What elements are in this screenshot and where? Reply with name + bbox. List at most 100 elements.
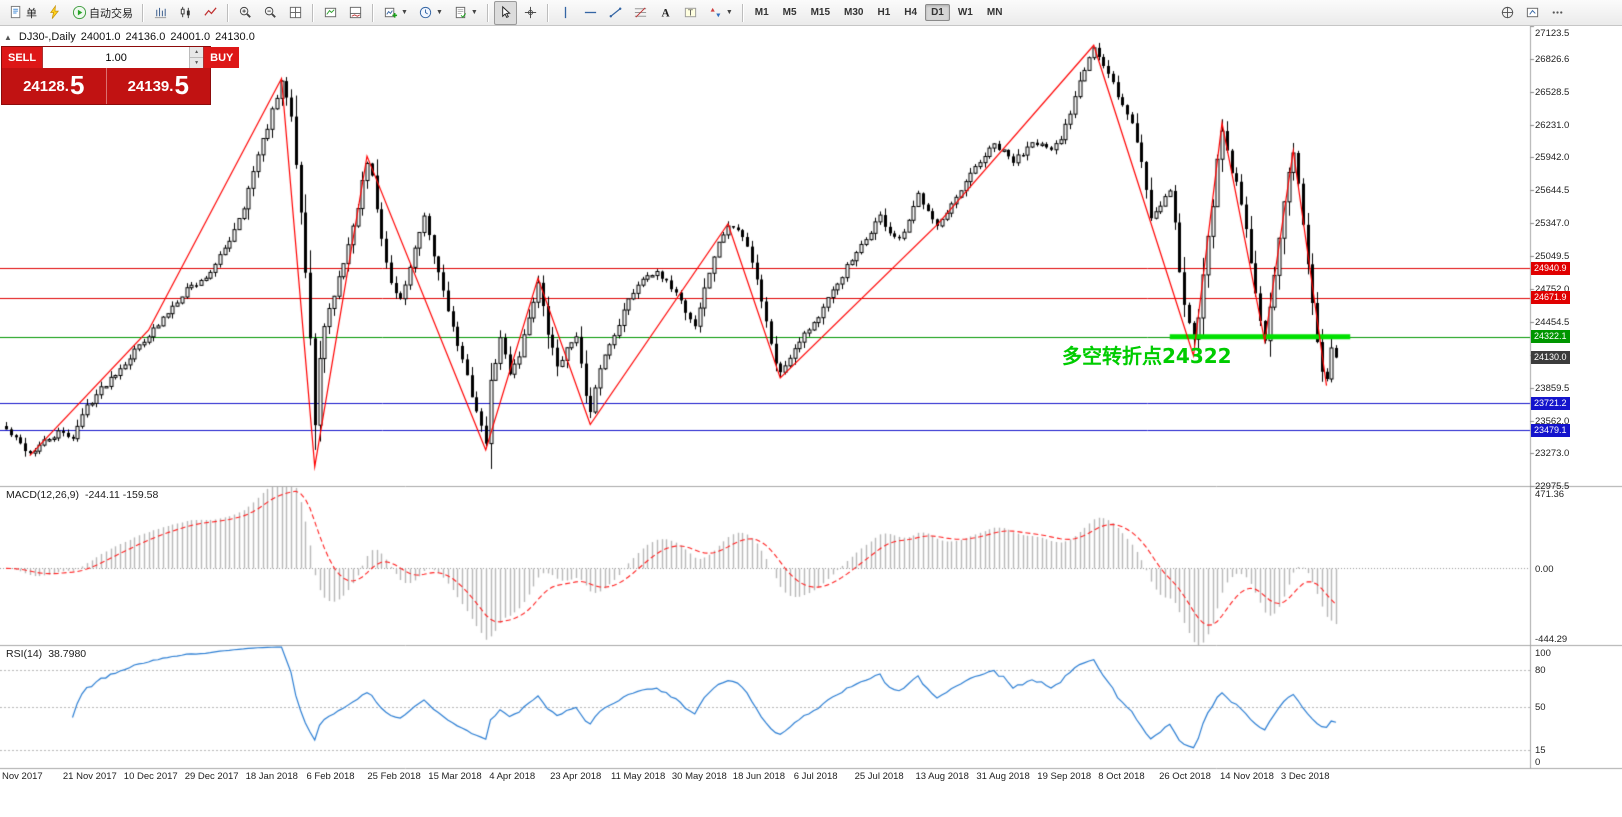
trendline-button[interactable] [604,1,627,25]
rsi-indicator-label: RSI(14) 38.7980 [6,648,86,660]
more-tools-button[interactable] [1546,1,1569,25]
horizontal-line-button[interactable] [579,1,602,25]
date-axis-label: 25 Feb 2018 [367,771,421,782]
toolbar-separator [372,3,374,22]
date-axis-label: Nov 2017 [2,771,43,782]
buy-price[interactable]: 24139. 5 [106,68,210,104]
new-chart-button[interactable]: ▼ [379,1,412,25]
tile-windows-button[interactable] [284,1,307,25]
line-chart-icon [203,5,218,20]
sell-button[interactable]: SELL [2,47,43,68]
chart-shift-button[interactable] [1521,1,1544,25]
price-axis-label: 22975.5 [1535,481,1570,492]
new-order-icon [9,5,24,20]
fibonacci-icon [633,5,648,20]
current-price-badge: 24130.0 [1531,351,1570,365]
toolbar-separator [227,3,229,22]
arrows-button[interactable]: ▼ [704,1,737,25]
trade-buttons-row: SELL ▲ ▼ BUY [2,47,240,68]
macd-indicator-label: MACD(12,26,9) -244.11 -159.58 [6,489,158,501]
data-window-icon [1500,5,1515,20]
price-line-badge: 24940.9 [1531,261,1570,275]
indicators-button[interactable] [319,1,342,25]
lightning-icon [47,5,62,20]
bar-chart-button[interactable] [149,1,172,25]
date-axis-label: 3 Dec 2018 [1280,771,1330,782]
symbol-period-label: DJ30-,Daily [18,31,76,43]
dropdown-arrow-icon: ▼ [401,9,408,16]
zoom-in-button[interactable] [234,1,257,25]
buy-button[interactable]: BUY [204,47,240,68]
price-line-badge: 24671.9 [1531,291,1570,305]
date-axis-label: 23 Apr 2018 [550,771,602,782]
macd-axis-label: -444.29 [1535,634,1568,645]
sell-price[interactable]: 24128. 5 [2,68,107,104]
volume-down-arrow-icon[interactable]: ▼ [190,58,204,68]
price-line-badge: 24322.1 [1531,330,1570,344]
rsi-axis-label: 100 [1535,648,1551,659]
close-value: 24130.0 [215,31,255,43]
timeframe-h1-button[interactable]: H1 [877,7,891,18]
crosshair-button[interactable] [519,1,542,25]
chart-shift-icon [1525,5,1540,20]
svg-text:A: A [661,7,670,19]
one-click-panel-toggle-icon[interactable]: ▲ [4,32,12,42]
lightning-button[interactable] [43,1,66,25]
fibonacci-button[interactable] [629,1,652,25]
toolbar-separator [312,3,314,22]
autotrade-play-icon [72,5,87,20]
templates-icon [453,5,468,20]
date-axis-label: 26 Oct 2018 [1159,771,1211,782]
vertical-line-button[interactable] [554,1,577,25]
price-axis-label: 25347.0 [1535,218,1570,229]
date-axis-label: 11 May 2018 [611,771,666,782]
indicator-windows-button[interactable] [344,1,367,25]
periods-icon [418,5,433,20]
timeframe-m5-button[interactable]: M5 [782,7,797,18]
templates-button[interactable]: ▼ [449,1,482,25]
date-axis-label: 13 Aug 2018 [915,771,969,782]
volume-input[interactable] [43,47,190,68]
more-tools-icon [1550,5,1565,20]
autotrade-play-button[interactable]: 自动交易 [68,1,137,25]
timeframe-w1-button[interactable]: W1 [957,7,973,18]
macd-axis-label: 471.36 [1535,489,1565,500]
date-axis-label: 4 Apr 2018 [489,771,536,782]
timeframe-m1-button[interactable]: M1 [754,7,769,18]
timeframe-mn-button[interactable]: MN [986,7,1003,18]
volume-spinner: ▲ ▼ [189,47,204,68]
bar-chart-icon [153,5,168,20]
text-label-button[interactable]: T [679,1,702,25]
zoom-out-button[interactable] [259,1,282,25]
date-axis-label: 30 May 2018 [671,771,727,782]
periods-button[interactable]: ▼ [414,1,447,25]
horizontal-line-icon [583,5,598,20]
rsi-axis-label: 50 [1535,702,1546,713]
crosshair-icon [523,5,538,20]
line-chart-button[interactable] [199,1,222,25]
cursor-button[interactable] [493,0,517,25]
toolbar-right-icons [1495,1,1570,25]
volume-stepper[interactable]: ▲ ▼ [42,47,205,68]
price-axis-label: 25049.5 [1535,251,1570,262]
volume-up-arrow-icon[interactable]: ▲ [190,47,204,58]
price-axis-label: 27123.5 [1535,28,1570,39]
candlestick-chart-button[interactable] [174,1,197,25]
new-chart-icon [383,5,398,20]
price-axis-label: 26528.5 [1535,86,1570,98]
timeframe-d1-button[interactable]: D1 [925,4,950,21]
rsi-value: 38.7980 [48,648,87,660]
new-order-button[interactable]: 单 [5,1,41,25]
text-button[interactable]: A [654,1,677,25]
data-window-button[interactable] [1496,1,1519,25]
toolbar-separator [741,3,744,22]
date-axis-label: 6 Jul 2018 [793,771,838,782]
text-icon: A [658,5,673,20]
price-axis-label: 24752.0 [1535,283,1570,295]
timeframe-m15-button[interactable]: M15 [810,7,831,18]
timeframe-m30-button[interactable]: M30 [844,7,864,18]
timeframe-h4-button[interactable]: H4 [904,7,918,18]
new-order-label: 单 [26,7,37,20]
